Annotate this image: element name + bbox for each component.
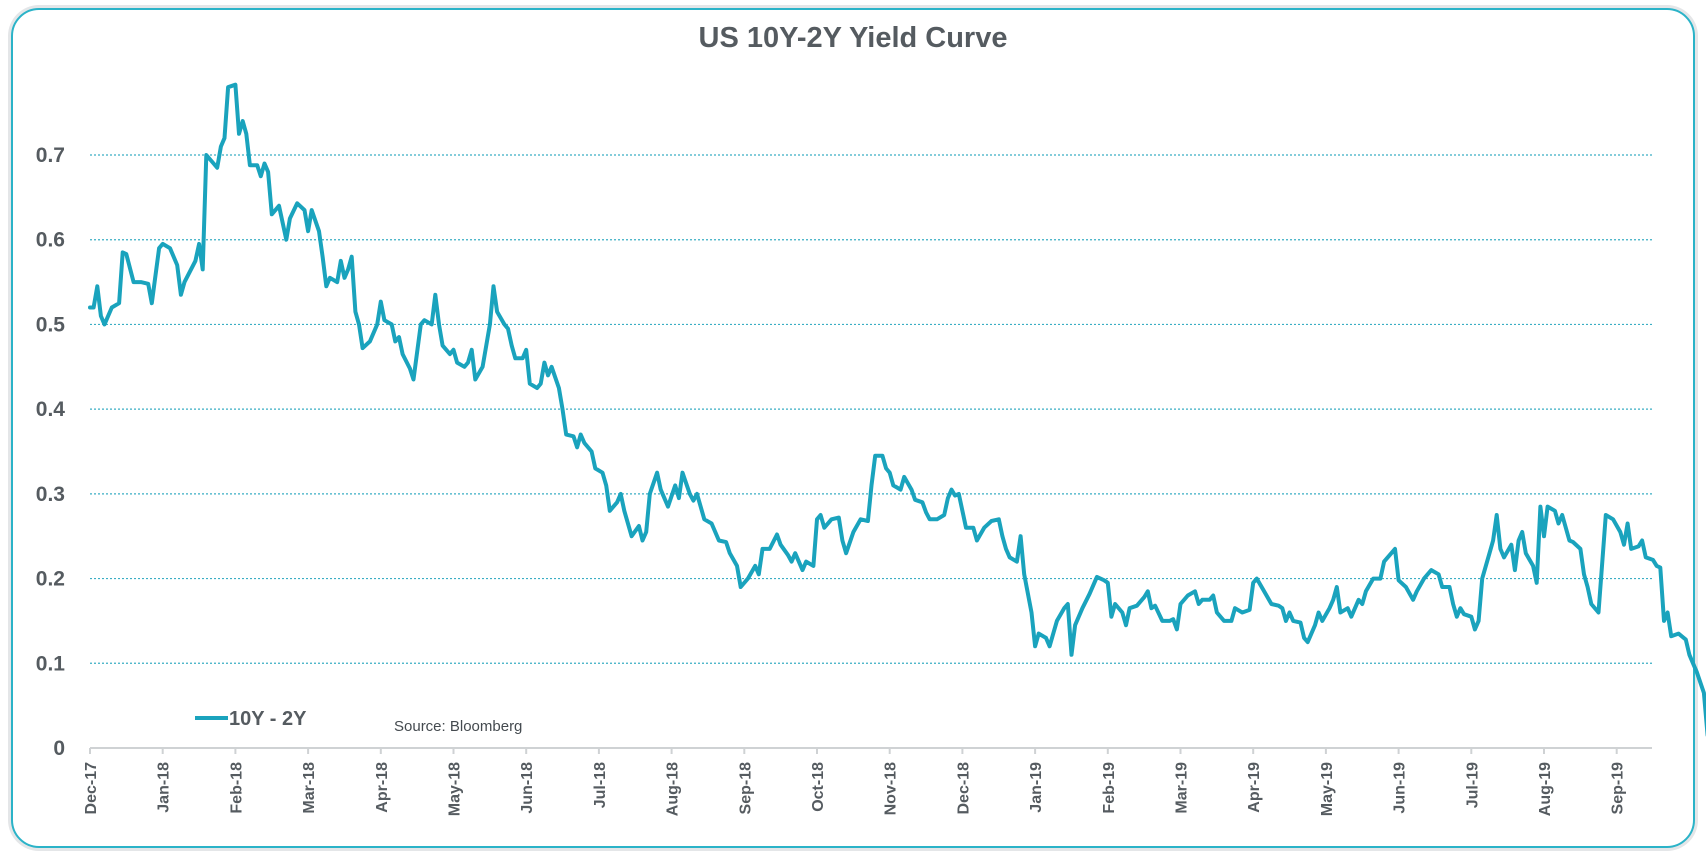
legend: 10Y - 2Y — [195, 708, 307, 730]
x-tick-label: Feb-19 — [1101, 762, 1118, 814]
chart-title: US 10Y-2Y Yield Curve — [698, 22, 1008, 54]
y-tick-label: 0.3 — [36, 483, 65, 506]
x-tick-label: Jan-19 — [1028, 762, 1045, 813]
x-tick-label: Nov-18 — [883, 762, 900, 815]
x-tick-label: Sep-19 — [1610, 762, 1627, 815]
x-tick-label: May-18 — [447, 762, 464, 816]
series-line-10y-2y — [88, 82, 1706, 737]
y-tick-label: 0.2 — [36, 568, 65, 591]
y-tick-label: 0.5 — [36, 313, 66, 336]
x-tick-label: Jul-19 — [1464, 762, 1481, 808]
x-tick-label: Mar-19 — [1174, 762, 1191, 814]
x-tick-label: Jul-18 — [592, 762, 609, 808]
x-tick-label: Jun-19 — [1392, 762, 1409, 814]
x-tick-label: Dec-17 — [83, 762, 100, 815]
series-layer — [88, 82, 1706, 737]
y-tick-label: 0.6 — [36, 229, 65, 252]
x-tick-label: Apr-19 — [1246, 762, 1263, 813]
x-tick-label: Feb-18 — [228, 762, 245, 814]
x-tick-label: Sep-18 — [737, 762, 754, 815]
x-axis: Dec-17 Jan-18 Feb-18 Mar-18 Apr-18 May-18 Jun-… — [83, 747, 1652, 816]
source-annotation: Source: Bloomberg — [394, 718, 522, 735]
x-tick-label: Aug-18 — [665, 762, 682, 816]
y-axis-ticks: 0 0.1 0.2 0.3 0.4 0.5 0.6 0.7 — [36, 144, 66, 760]
x-tick-label: Oct-18 — [810, 762, 827, 812]
y-tick-label: 0 — [53, 737, 65, 760]
legend-label: 10Y - 2Y — [229, 708, 307, 730]
x-tick-label: Mar-18 — [301, 762, 318, 814]
chart-card — [11, 8, 1695, 848]
y-tick-label: 0.4 — [36, 398, 66, 421]
y-tick-label: 0.1 — [36, 652, 66, 675]
y-tick-label: 0.7 — [36, 144, 65, 167]
x-tick-label: Jun-18 — [519, 762, 536, 814]
x-tick-label: May-19 — [1319, 762, 1336, 816]
x-tick-label: Jan-18 — [156, 762, 173, 813]
x-tick-label: Dec-18 — [955, 762, 972, 815]
x-tick-label: Aug-19 — [1537, 762, 1554, 816]
x-tick-label: Apr-18 — [374, 762, 391, 813]
